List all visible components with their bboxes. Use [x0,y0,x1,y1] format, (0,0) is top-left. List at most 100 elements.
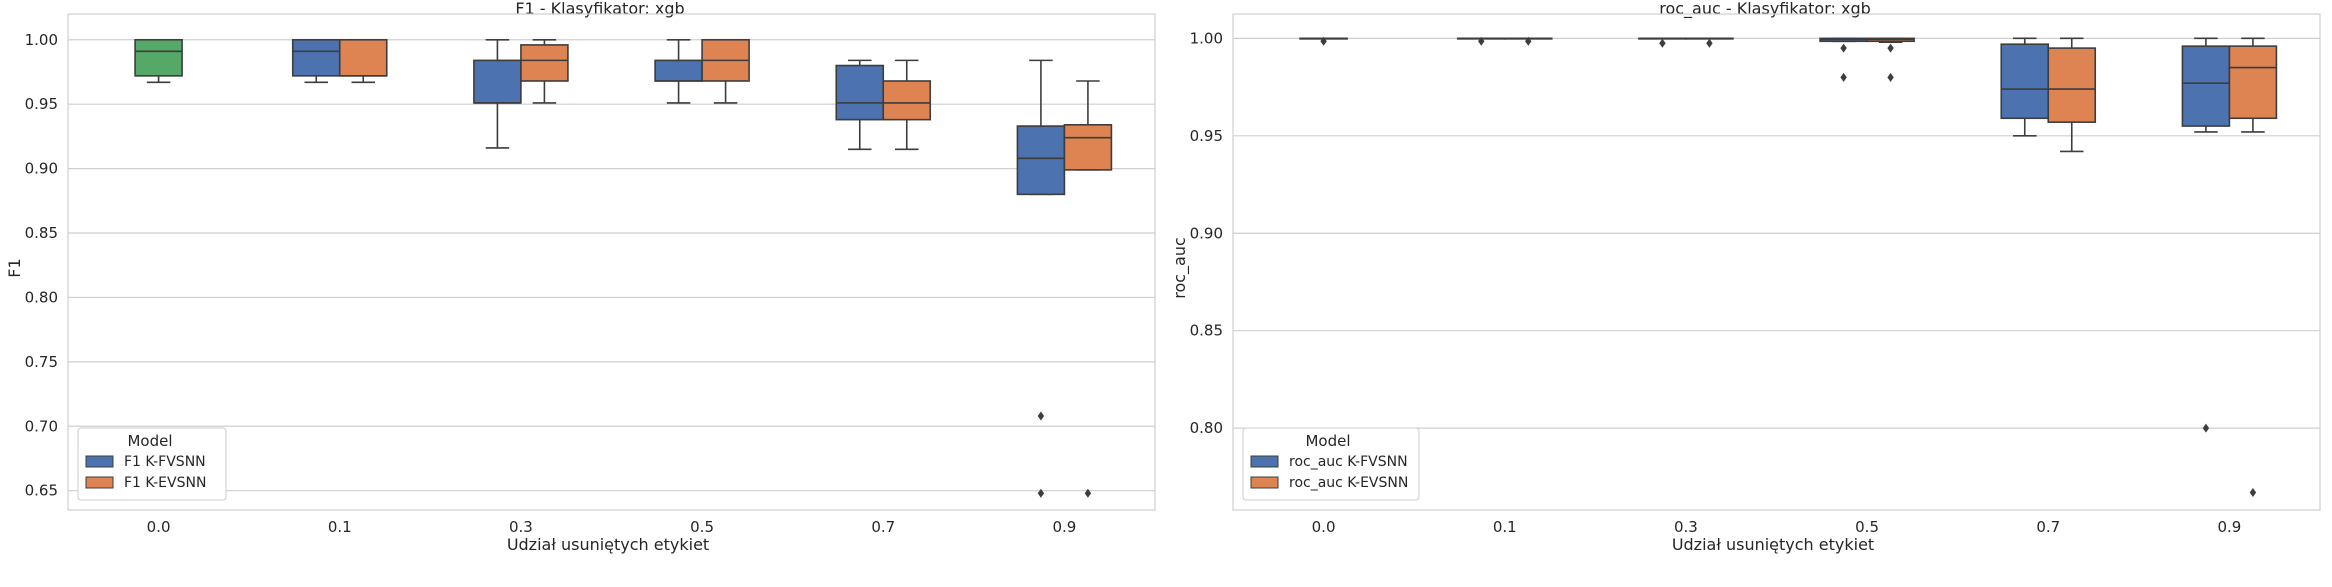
f1-chart-title: F1 - Klasyfikator: xgb [515,0,684,18]
roc-auc-legend-swatch-fvsnn [1250,455,1279,468]
roc-auc-x-tick-labels: 0.0 0.1 0.3 0.5 0.7 0.9 [1312,518,2242,536]
f1-box-0-9-f1-k-fvsnn-iqr-box [1016,125,1066,196]
roc-auc-y-tick-labels: 0.80 0.85 0.90 0.95 1.00 [1190,29,1223,437]
roc-auc-box-0-9-roc-auc-k-evsnn-iqr-box [2228,45,2278,120]
roc-auc-legend: Model roc_auc K-FVSNN roc_auc K-EVSNN [1242,427,1420,501]
roc-auc-box-0-0-single-outlier-0 [1320,36,1327,46]
roc-auc-x-tick-0-1: 0.1 [1493,518,1517,536]
roc-auc-box-0-3-roc-auc-k-fvsnn-outlier-0 [1659,38,1666,48]
roc-auc-box-0-1-roc-auc-k-fvsnn-outlier-0 [1478,36,1485,46]
roc-auc-box-0-7-roc-auc-k-evsnn-iqr-box [2047,47,2097,123]
f1-y-tick-0-85: 0.85 [25,224,58,242]
roc-auc-box-0-7-roc-auc-k-fvsnn [2000,37,2050,137]
f1-legend-entry-fvsnn: F1 K-FVSNN [124,454,206,470]
roc-auc-legend-swatch-evsnn [1250,476,1279,489]
roc-auc-gridlines [1233,37,2320,429]
f1-x-axis-label: Udział usuniętych etykiet [507,535,709,554]
f1-x-tick-0-3: 0.3 [509,518,533,536]
f1-boxplots [134,38,1113,498]
f1-y-tick-0-65: 0.65 [25,482,58,500]
roc-auc-box-0-5-roc-auc-k-evsnn [1866,37,1915,82]
f1-x-tick-labels: 0.0 0.1 0.3 0.5 0.7 0.9 [147,518,1077,536]
f1-x-tick-0-9: 0.9 [1052,518,1076,536]
roc-auc-x-tick-0-9: 0.9 [2217,518,2241,536]
roc-auc-x-tick-0-5: 0.5 [1855,518,1879,536]
roc-auc-x-tick-0-7: 0.7 [2036,518,2060,536]
roc-auc-box-0-9-roc-auc-k-fvsnn [2181,37,2231,433]
f1-box-0-9-f1-k-evsnn-outlier-0 [1084,488,1092,498]
f1-box-0-3-f1-k-fvsnn-iqr-box [473,59,522,104]
roc-auc-box-0-9-roc-auc-k-evsnn-outlier-0 [2249,487,2257,497]
roc-auc-box-0-9-roc-auc-k-fvsnn-iqr-box [2181,45,2231,127]
roc-auc-box-0-9-roc-auc-k-evsnn [2228,37,2278,497]
roc-auc-box-0-7-roc-auc-k-evsnn [2047,37,2097,153]
roc-auc-box-0-5-roc-auc-k-fvsnn-outlier-0 [1840,43,1847,53]
roc-auc-y-tick-1-00: 1.00 [1190,29,1223,47]
roc-auc-legend-entry-fvsnn: roc_auc K-FVSNN [1289,454,1408,470]
roc-auc-box-0-5-roc-auc-k-evsnn-outlier-0 [1887,43,1894,53]
roc-auc-box-0-3-roc-auc-k-evsnn-outlier-0 [1706,38,1713,48]
roc-auc-legend-frame [1242,427,1420,501]
f1-y-axis-label: F1 [5,258,24,277]
f1-y-tick-0-95: 0.95 [25,95,58,113]
f1-box-0-1-f1-k-fvsnn [291,38,341,84]
f1-y-tick-0-90: 0.90 [25,160,58,178]
roc-auc-y-tick-0-80: 0.80 [1190,419,1223,437]
roc-auc-legend-entry-evsnn: roc_auc K-EVSNN [1289,475,1408,491]
f1-box-0-3-f1-k-evsnn-iqr-box [520,44,569,82]
f1-plot-frame [67,13,1156,511]
f1-box-0-9-f1-k-fvsnn-outlier-0 [1037,411,1045,421]
f1-y-tick-1-00: 1.00 [25,31,58,49]
roc-auc-box-0-1-roc-auc-k-fvsnn [1456,36,1506,46]
f1-box-0-1-f1-k-fvsnn-iqr-box [291,38,341,77]
f1-box-0-7-f1-k-evsnn-iqr-box [882,80,932,121]
roc-auc-box-0-5-roc-auc-k-fvsnn [1819,37,1868,82]
f1-gridlines [68,39,1155,492]
f1-legend-swatch-evsnn [85,476,114,489]
f1-y-tick-labels: 0.65 0.70 0.75 0.80 0.85 0.90 0.95 1.00 [25,31,58,500]
f1-box-0-7-f1-k-fvsnn [835,59,885,151]
roc-auc-panel: roc_auc - Klasyfikator: xgb Udział usuni… [1170,0,2321,554]
f1-legend-frame [77,427,227,501]
roc-auc-chart-title: roc_auc - Klasyfikator: xgb [1659,0,1871,19]
roc-auc-box-0-1-roc-auc-k-evsnn-outlier-0 [1525,36,1532,46]
roc-auc-legend-title: Model [1305,432,1350,450]
f1-box-0-9-f1-k-fvsnn [1016,59,1066,498]
f1-box-0-7-f1-k-fvsnn-iqr-box [835,64,885,121]
roc-auc-box-0-3-roc-auc-k-evsnn [1685,37,1734,48]
f1-box-0-0-single [134,38,183,84]
f1-legend-title: Model [127,432,172,450]
roc-auc-boxplots [1299,36,2278,497]
f1-x-tick-0-0: 0.0 [147,518,171,536]
f1-box-0-7-f1-k-evsnn [882,59,932,151]
roc-auc-y-tick-0-85: 0.85 [1190,322,1223,340]
roc-auc-box-0-5-roc-auc-k-fvsnn-outlier-1 [1840,72,1847,82]
f1-box-0-0-single-iqr-box [134,38,183,77]
f1-legend-entry-evsnn: F1 K-EVSNN [124,475,206,491]
f1-legend-swatch-fvsnn [85,455,114,468]
roc-auc-y-axis-label: roc_auc [1170,237,1190,299]
roc-auc-box-0-5-roc-auc-k-evsnn-outlier-1 [1887,72,1894,82]
roc-auc-x-axis-label: Udział usuniętych etykiet [1672,535,1874,554]
f1-y-tick-0-70: 0.70 [25,417,58,435]
roc-auc-plot-frame [1232,13,2321,511]
f1-legend: Model F1 K-FVSNN F1 K-EVSNN [77,427,227,501]
f1-box-0-3-f1-k-evsnn [520,38,569,104]
roc-auc-box-0-3-roc-auc-k-fvsnn [1638,37,1687,48]
roc-auc-x-tick-0-3: 0.3 [1674,518,1698,536]
f1-box-0-5-f1-k-fvsnn [654,38,703,104]
roc-auc-box-0-0-single [1299,36,1348,46]
f1-panel: F1 - Klasyfikator: xgb Udział usuniętych… [5,0,1156,554]
f1-x-tick-0-7: 0.7 [871,518,895,536]
roc-auc-box-0-1-roc-auc-k-evsnn [1503,36,1553,46]
f1-box-0-9-f1-k-evsnn-iqr-box [1063,123,1113,171]
f1-box-0-9-f1-k-evsnn [1063,80,1113,498]
f1-box-0-1-f1-k-evsnn [338,38,388,84]
f1-box-0-5-f1-k-fvsnn-iqr-box [654,59,703,82]
f1-box-0-1-f1-k-evsnn-iqr-box [338,38,388,77]
roc-auc-box-0-7-roc-auc-k-fvsnn-iqr-box [2000,43,2050,120]
roc-auc-x-tick-0-0: 0.0 [1312,518,1336,536]
roc-auc-y-tick-0-95: 0.95 [1190,127,1223,145]
